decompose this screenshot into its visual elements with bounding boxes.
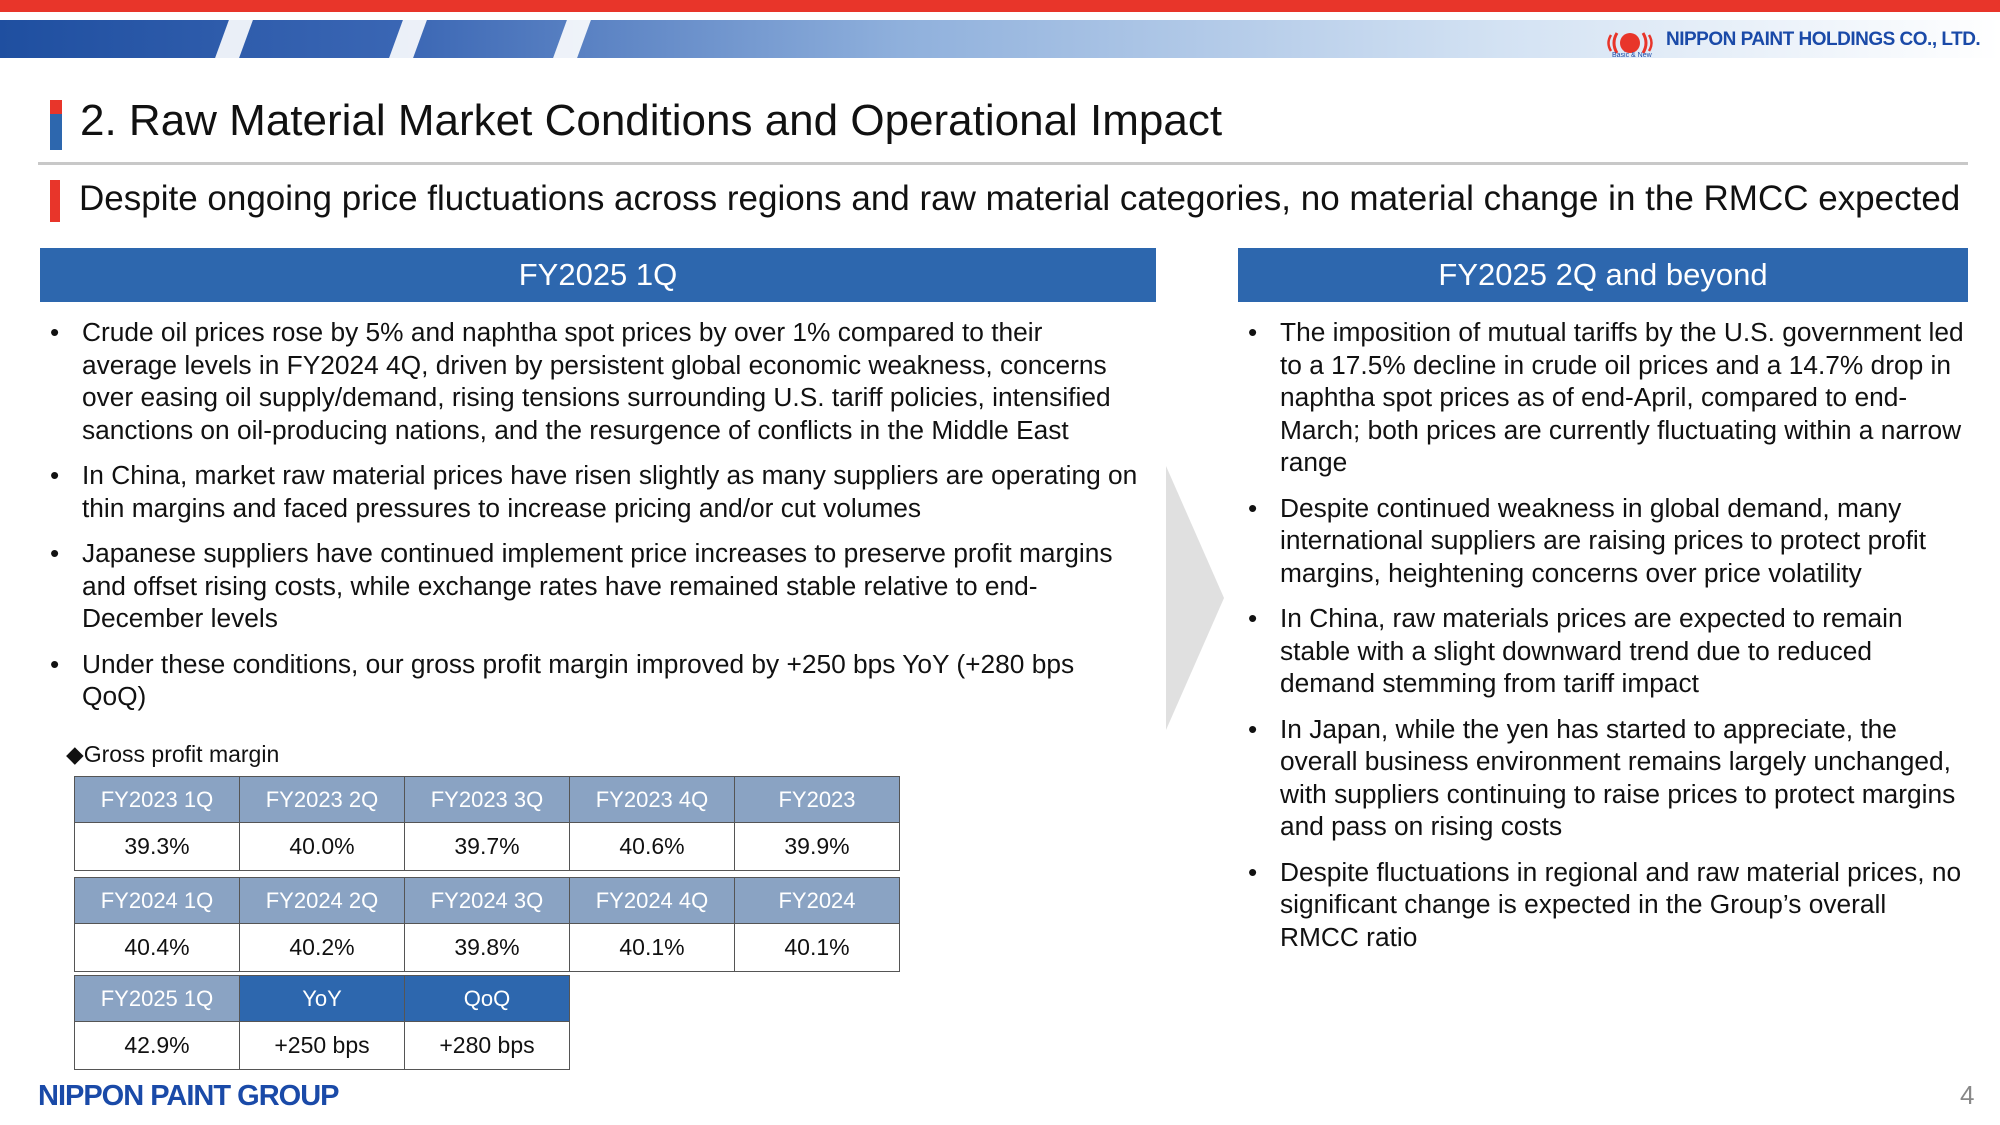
- bullet-item: Crude oil prices rose by 5% and naphtha …: [40, 316, 1140, 446]
- table-header-cell: FY2023 3Q: [404, 776, 570, 823]
- table-cell: 42.9%: [74, 1021, 240, 1070]
- group-logo: NIPPON PAINT GROUP: [38, 1080, 339, 1112]
- table-header-cell: FY2024 3Q: [404, 877, 570, 924]
- table-header-cell: FY2024: [734, 877, 900, 924]
- gross-profit-margin-label: ◆Gross profit margin: [66, 741, 280, 767]
- title-accent-bar: [50, 100, 62, 150]
- table-cell: 40.4%: [74, 923, 240, 972]
- table-header-row: FY2025 1Q YoY QoQ: [74, 975, 570, 1022]
- company-tagline: Basic & New: [1612, 52, 1652, 59]
- table-row: 40.4% 40.2% 39.8% 40.1% 40.1%: [74, 923, 900, 972]
- subtitle-accent-bar: [50, 180, 60, 222]
- gpm-table-fy2024: FY2024 1Q FY2024 2Q FY2024 3Q FY2024 4Q …: [74, 877, 900, 972]
- top-red-band: [0, 0, 2000, 12]
- table-cell: 39.3%: [74, 822, 240, 871]
- top-blue-gradient-band: [0, 20, 2000, 58]
- table-header-row: FY2023 1Q FY2023 2Q FY2023 3Q FY2023 4Q …: [74, 776, 900, 823]
- table-cell: 40.6%: [569, 822, 735, 871]
- left-column-header: FY2025 1Q: [40, 248, 1156, 302]
- table-header-cell: FY2024 4Q: [569, 877, 735, 924]
- bullet-item: Under these conditions, our gross profit…: [40, 648, 1140, 713]
- table-header-cell: FY2023 4Q: [569, 776, 735, 823]
- table-header-row: FY2024 1Q FY2024 2Q FY2024 3Q FY2024 4Q …: [74, 877, 900, 924]
- table-row: 39.3% 40.0% 39.7% 40.6% 39.9%: [74, 822, 900, 871]
- table-cell: 39.9%: [734, 822, 900, 871]
- table-cell: 39.8%: [404, 923, 570, 972]
- page-number: 4: [1960, 1080, 1975, 1110]
- table-cell: +280 bps: [404, 1021, 570, 1070]
- table-row: 42.9% +250 bps +280 bps: [74, 1021, 570, 1070]
- chevron-right-icon: [1166, 466, 1224, 730]
- table-cell: 40.1%: [569, 923, 735, 972]
- table-header-cell: FY2025 1Q: [74, 975, 240, 1022]
- company-logo: NIPPON PAINT HOLDINGS CO., LTD. Basic & …: [1600, 26, 1981, 60]
- table-cell: 40.0%: [239, 822, 405, 871]
- table-header-cell: FY2024 2Q: [239, 877, 405, 924]
- bullet-item: The imposition of mutual tariffs by the …: [1238, 316, 1968, 479]
- bullet-item: In Japan, while the yen has started to a…: [1238, 713, 1968, 843]
- bullet-item: Japanese suppliers have continued implem…: [40, 537, 1140, 635]
- table-cell: +250 bps: [239, 1021, 405, 1070]
- bullet-item: In China, market raw material prices hav…: [40, 459, 1140, 524]
- bullet-item: Despite continued weakness in global dem…: [1238, 492, 1968, 590]
- left-bullet-list: Crude oil prices rose by 5% and naphtha …: [40, 316, 1140, 726]
- table-header-cell: QoQ: [404, 975, 570, 1022]
- gpm-table-fy2025: FY2025 1Q YoY QoQ 42.9% +250 bps +280 bp…: [74, 975, 570, 1070]
- table-header-cell: YoY: [239, 975, 405, 1022]
- page-title: 2. Raw Material Market Conditions and Op…: [80, 96, 1223, 145]
- table-header-cell: FY2023 2Q: [239, 776, 405, 823]
- table-header-cell: FY2023: [734, 776, 900, 823]
- subtitle: Despite ongoing price fluctuations acros…: [79, 179, 1961, 218]
- bullet-item: Despite fluctuations in regional and raw…: [1238, 856, 1968, 954]
- company-name: NIPPON PAINT HOLDINGS CO., LTD.: [1666, 29, 1981, 50]
- gpm-table-fy2023: FY2023 1Q FY2023 2Q FY2023 3Q FY2023 4Q …: [74, 776, 900, 871]
- right-bullet-list: The imposition of mutual tariffs by the …: [1238, 316, 1968, 966]
- title-divider: [38, 162, 1968, 165]
- table-header-cell: FY2024 1Q: [74, 877, 240, 924]
- table-cell: 40.2%: [239, 923, 405, 972]
- table-header-cell: FY2023 1Q: [74, 776, 240, 823]
- table-cell: 39.7%: [404, 822, 570, 871]
- nippon-paint-logo-icon: [1607, 32, 1653, 54]
- bullet-item: In China, raw materials prices are expec…: [1238, 602, 1968, 700]
- right-column-header: FY2025 2Q and beyond: [1238, 248, 1968, 302]
- table-cell: 40.1%: [734, 923, 900, 972]
